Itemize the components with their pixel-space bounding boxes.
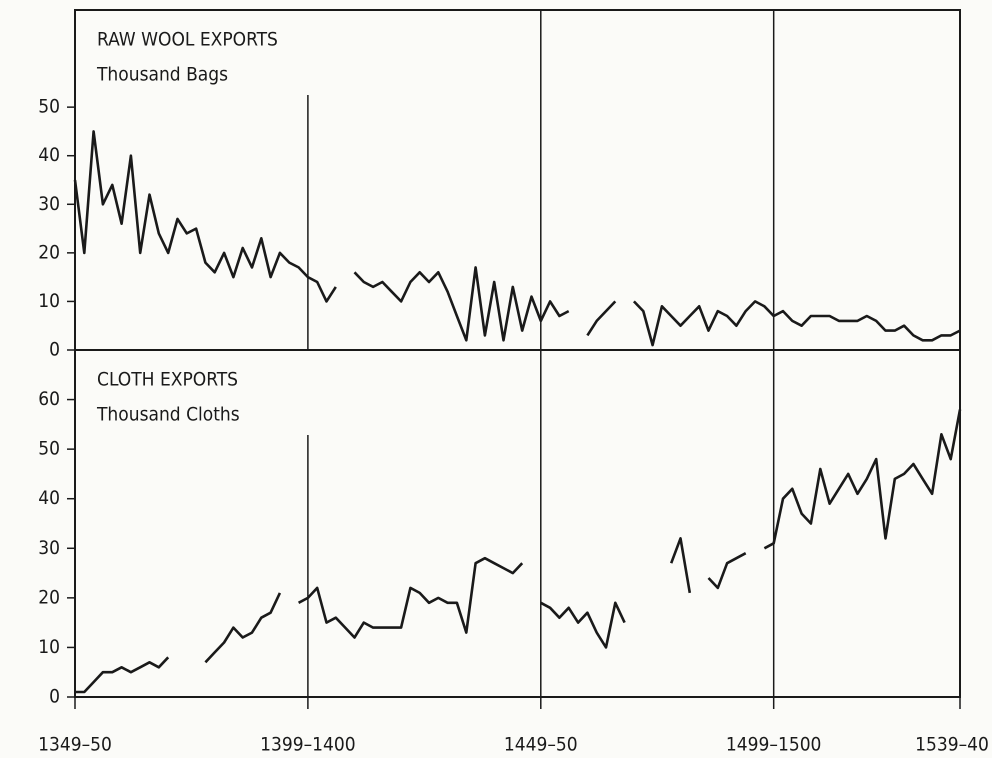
data-line	[707, 552, 747, 590]
y-tick-label: 50	[38, 96, 60, 118]
y-tick-label: 30	[38, 193, 60, 215]
data-line	[353, 266, 570, 342]
data-line	[540, 601, 626, 649]
y-tick-label: 0	[49, 339, 60, 361]
data-line	[632, 300, 961, 347]
x-tick-label: 1499–1500	[726, 734, 822, 756]
y-tick-label: 60	[38, 388, 60, 410]
y-tick-label: 0	[49, 686, 60, 708]
y-tick-label: 40	[38, 144, 60, 166]
data-line	[73, 130, 337, 303]
data-line	[763, 409, 962, 550]
y-tick-label: 10	[38, 290, 60, 312]
y-tick-label: 40	[38, 487, 60, 509]
data-line	[586, 300, 617, 337]
data-line	[669, 537, 692, 594]
y-tick-label: 20	[38, 586, 60, 608]
x-tick-label: 1539–40	[915, 734, 989, 756]
y-tick-label: 50	[38, 438, 60, 460]
y-tick-label: 20	[38, 241, 60, 263]
x-tick-label: 1449–50	[504, 734, 578, 756]
y-tick-label: 10	[38, 636, 60, 658]
panel-title: RAW WOOL EXPORTS	[97, 29, 278, 51]
x-tick-label: 1399–1400	[260, 734, 356, 756]
data-line	[204, 592, 282, 664]
frame	[74, 9, 961, 698]
data-line	[75, 656, 170, 694]
panel-title: CLOTH EXPORTS	[97, 369, 238, 391]
data-line	[297, 556, 524, 639]
x-tick-label: 1349–50	[38, 734, 112, 756]
y-tick-label: 30	[38, 537, 60, 559]
panel-subtitle: Thousand Cloths	[96, 404, 240, 426]
panel-subtitle: Thousand Bags	[96, 64, 228, 86]
